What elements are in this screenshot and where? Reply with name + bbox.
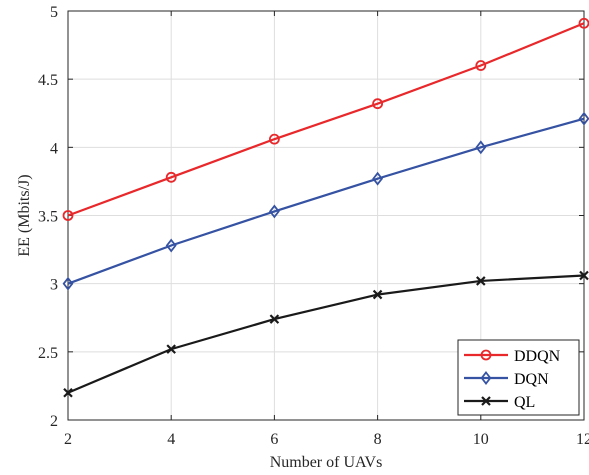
x-tick-label: 12 (576, 431, 589, 448)
data-point-ql (63, 387, 73, 398)
legend-item-dqn: DQN (464, 371, 549, 388)
y-tick-label: 3.5 (38, 209, 58, 226)
y-tick-label: 3 (50, 277, 58, 294)
x-tick-label: 4 (167, 431, 175, 448)
data-point-ql (372, 289, 383, 300)
x-tick-label: 6 (270, 431, 278, 448)
data-point-ddqn (372, 98, 384, 110)
data-point-ddqn (62, 210, 74, 221)
series-dqn (62, 111, 589, 291)
y-tick-label: 4.5 (38, 72, 58, 89)
legend: DDQN DQN QL (457, 339, 580, 416)
series-line-ql (67, 274, 585, 394)
x-axis-label: Number of UAVs (270, 454, 383, 471)
data-point-ddqn (165, 171, 177, 183)
legend-marker-dqn (480, 371, 492, 385)
legend-item-ql: QL (464, 394, 535, 411)
y-tick-label: 2 (50, 413, 58, 430)
legend-label-dqn: DQN (514, 371, 549, 388)
legend-item-ddqn: DDQN (464, 348, 561, 365)
data-point-ql (579, 270, 589, 281)
data-point-dqn (62, 276, 74, 291)
legend-marker-ddqn (480, 349, 492, 361)
x-tick-label: 8 (374, 431, 382, 448)
y-tick-label: 5 (50, 4, 58, 21)
legend-marker-ql (481, 396, 491, 406)
series-line-dqn (67, 117, 585, 285)
x-tick-label: 10 (473, 431, 489, 448)
data-point-ql (476, 276, 486, 286)
series-ddqn (62, 17, 589, 221)
legend-label-ddqn: DDQN (514, 348, 561, 365)
data-point-dqn (268, 204, 280, 219)
data-point-dqn (578, 111, 589, 126)
data-point-ql (269, 314, 280, 324)
data-point-ddqn (268, 133, 280, 145)
series-ql (63, 270, 589, 398)
data-point-dqn (165, 238, 177, 253)
data-point-ql (166, 344, 176, 354)
axis-ticks: 2 4 6 8 10 12 2 2.5 3 3.5 4 4.5 5 (38, 4, 589, 448)
legend-label-ql: QL (514, 394, 535, 411)
data-series (62, 17, 589, 398)
y-axis-label: EE (Mbits/J) (16, 174, 33, 256)
y-tick-label: 4 (50, 140, 58, 157)
data-point-dqn (372, 171, 384, 186)
data-point-ddqn (475, 60, 487, 71)
y-tick-label: 2.5 (38, 345, 58, 362)
x-tick-label: 2 (64, 431, 72, 448)
series-line-ddqn (67, 22, 585, 217)
data-point-dqn (475, 140, 487, 155)
